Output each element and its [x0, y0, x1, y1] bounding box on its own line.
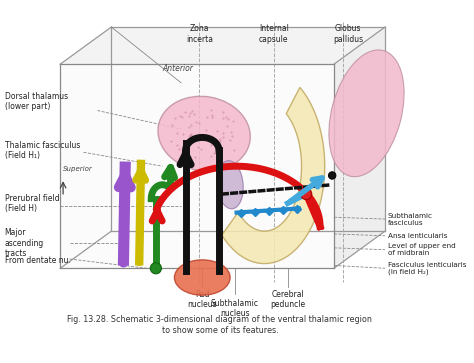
Polygon shape — [60, 27, 385, 64]
Text: Prerubral field
(Field H): Prerubral field (Field H) — [5, 193, 59, 213]
Text: Major
ascending
tracts: Major ascending tracts — [5, 228, 44, 258]
Text: Superior: Superior — [63, 166, 93, 172]
Text: Thalamic fasciculus
(Field H₁): Thalamic fasciculus (Field H₁) — [5, 141, 80, 160]
Text: Zona
incerta: Zona incerta — [186, 24, 213, 44]
Text: Subthalamic
nucleus: Subthalamic nucleus — [211, 299, 259, 318]
Polygon shape — [222, 87, 325, 264]
Polygon shape — [334, 27, 385, 268]
Polygon shape — [60, 64, 334, 268]
Ellipse shape — [328, 172, 336, 179]
Text: Level of upper end
of midbrain: Level of upper end of midbrain — [388, 243, 456, 256]
Text: Dorsal thalamus
(lower part): Dorsal thalamus (lower part) — [5, 91, 68, 111]
Text: Anterior: Anterior — [163, 64, 193, 73]
Ellipse shape — [150, 263, 162, 274]
Text: to show some of its features.: to show some of its features. — [162, 326, 278, 335]
Text: Cerebral
peduncle: Cerebral peduncle — [270, 290, 305, 309]
Ellipse shape — [174, 260, 230, 295]
Ellipse shape — [217, 161, 243, 209]
Text: Fig. 13.28. Schematic 3-dimensional diagram of the ventral thalamic region: Fig. 13.28. Schematic 3-dimensional diag… — [67, 315, 373, 324]
Text: Ansa lenticularis: Ansa lenticularis — [388, 233, 447, 239]
Text: Globus
pallidus: Globus pallidus — [333, 24, 363, 44]
Text: From dentate nu.: From dentate nu. — [5, 256, 71, 265]
Ellipse shape — [329, 50, 404, 177]
Text: Fasciculus lenticularis
(in field H₂): Fasciculus lenticularis (in field H₂) — [388, 261, 466, 275]
Text: Internal
capsule: Internal capsule — [259, 24, 289, 44]
Ellipse shape — [158, 96, 250, 171]
Text: Red
nucleus: Red nucleus — [187, 290, 217, 309]
Ellipse shape — [301, 188, 312, 200]
Text: Subthalamic
fasciculus: Subthalamic fasciculus — [388, 213, 433, 225]
